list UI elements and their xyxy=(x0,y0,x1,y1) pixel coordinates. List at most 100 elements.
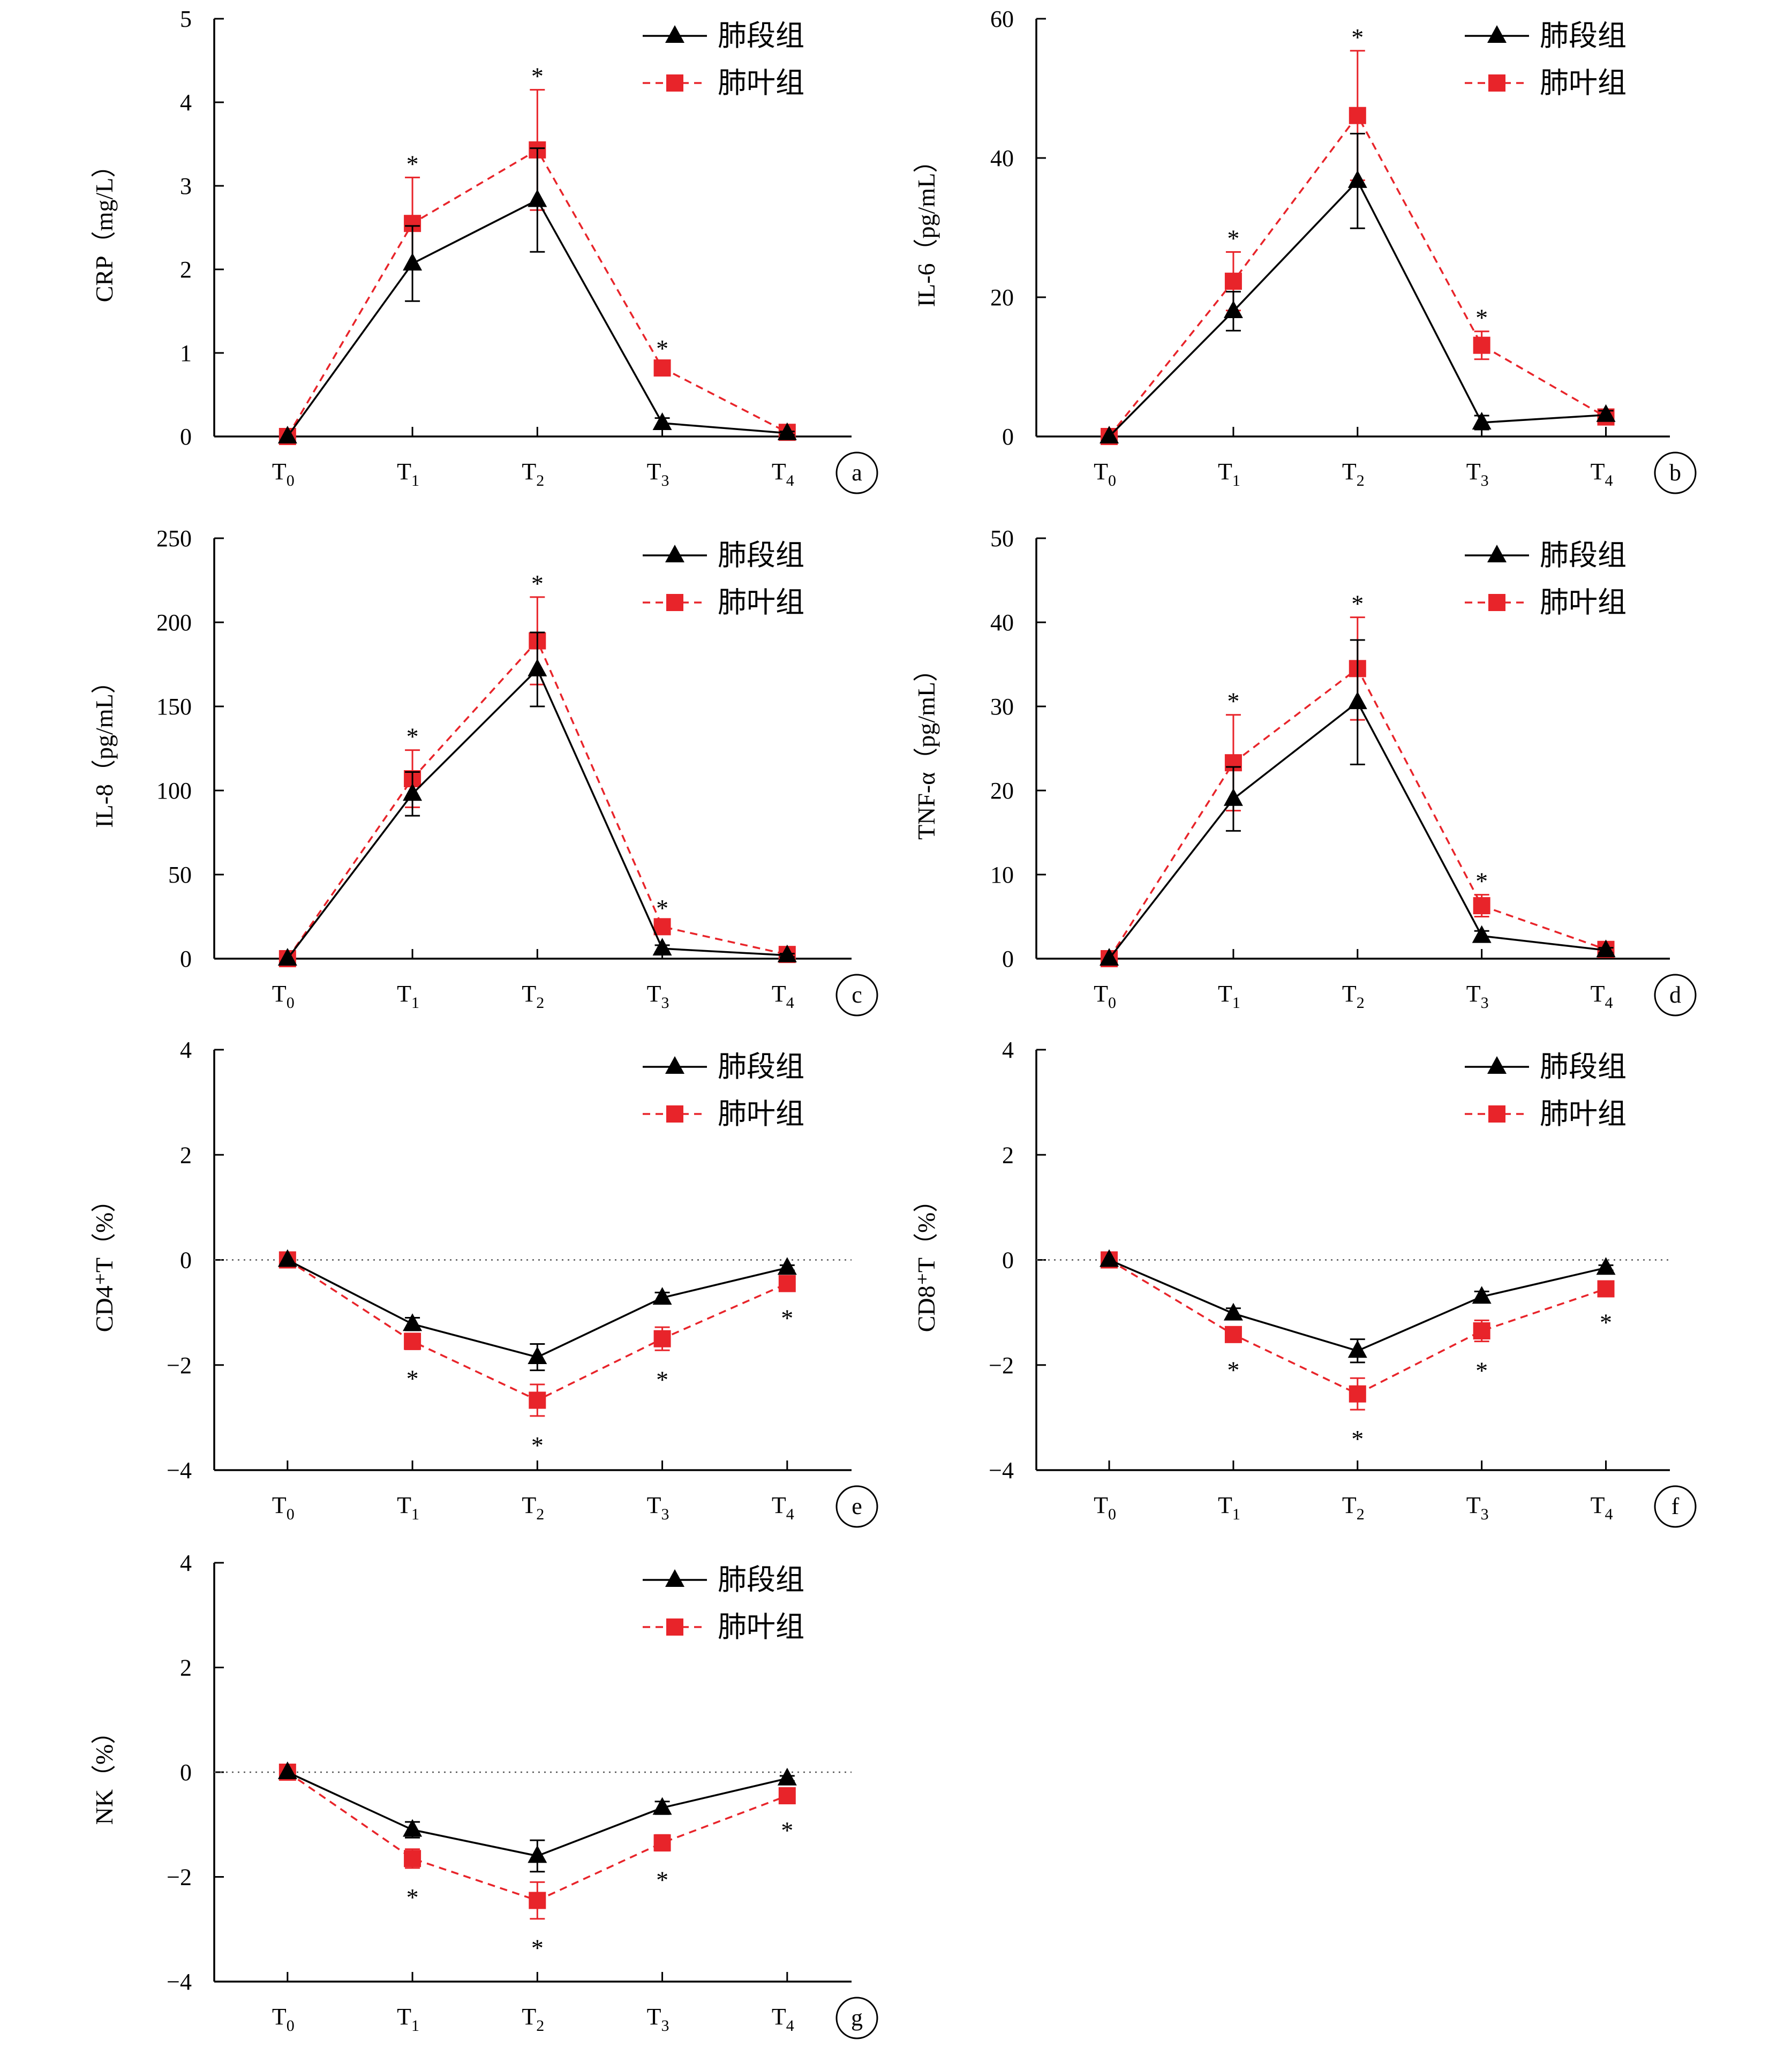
y-tick-label: −4 xyxy=(989,1457,1014,1484)
x-tick-label: T2 xyxy=(522,2004,544,2035)
legend-label-lobe: 肺叶组 xyxy=(718,1610,804,1644)
y-tick-label: 4 xyxy=(180,89,192,116)
point-segment xyxy=(1223,300,1243,318)
y-tick-label: −2 xyxy=(167,1352,192,1379)
y-tick-label: 2 xyxy=(180,257,192,283)
x-tick-label: T4 xyxy=(772,2004,794,2035)
panel-c: 0 50 100 150 200 250 T0 T1 T2 T3 T4 IL-8（pg/mL） c * * *… xyxy=(91,525,878,1017)
x-tick-label: T1 xyxy=(397,458,419,490)
x-tick-label: T1 xyxy=(1218,981,1240,1012)
point-segment xyxy=(1347,170,1367,188)
x-tick-label: T4 xyxy=(772,1492,794,1523)
point-segment xyxy=(1596,404,1616,422)
significance-star: * xyxy=(406,150,419,177)
y-tick-label: −2 xyxy=(167,1864,192,1891)
significance-star: * xyxy=(1600,1308,1612,1336)
y-tick-label: 0 xyxy=(180,424,192,450)
legend-marker-lobe xyxy=(666,1105,683,1123)
point-segment xyxy=(652,1797,672,1815)
x-tick-label: T0 xyxy=(272,2004,295,2035)
x-tick-label: T2 xyxy=(1342,981,1365,1012)
y-tick-label: 20 xyxy=(990,778,1014,804)
point-segment xyxy=(652,938,672,956)
panel-letter: d xyxy=(1669,982,1681,1008)
panel-letter-circle xyxy=(835,974,878,1017)
legend-label-segment: 肺段组 xyxy=(718,19,804,52)
legend-marker-lobe xyxy=(666,74,683,92)
point-segment xyxy=(1596,939,1616,958)
legend-label-segment: 肺段组 xyxy=(1540,538,1627,572)
legend-marker-lobe xyxy=(1488,1105,1505,1123)
x-tick-label: T1 xyxy=(1218,458,1240,490)
legend-label-lobe: 肺叶组 xyxy=(1540,1097,1627,1131)
significance-star: * xyxy=(531,570,544,597)
y-tick-label: 0 xyxy=(180,946,192,972)
y-tick-label: 150 xyxy=(156,694,192,720)
point-lobe xyxy=(653,1834,671,1851)
point-lobe xyxy=(1597,1280,1615,1298)
point-segment xyxy=(403,1819,423,1837)
point-lobe xyxy=(1224,273,1242,290)
significance-star: * xyxy=(1351,1425,1364,1452)
legend-label-lobe: 肺叶组 xyxy=(718,1097,804,1131)
y-tick-label: 0 xyxy=(1002,424,1014,450)
point-lobe xyxy=(653,359,671,377)
x-tick-label: T2 xyxy=(1342,458,1365,490)
x-tick-label: T4 xyxy=(772,458,794,490)
panel-d: 0 10 20 30 40 50 T0 T1 T2 T3 T4 TNF-α（pg/mL） d * * * 肺段组… xyxy=(913,525,1697,1017)
significance-star: * xyxy=(406,1884,419,1911)
x-tick-label: T1 xyxy=(397,981,419,1012)
x-tick-label: T3 xyxy=(1466,981,1489,1012)
point-segment xyxy=(1100,948,1119,966)
y-tick-label: 4 xyxy=(1002,1037,1014,1063)
y-tick-label: 40 xyxy=(990,145,1014,171)
point-segment xyxy=(1347,1340,1367,1358)
point-lobe xyxy=(1349,107,1366,124)
legend-marker-lobe xyxy=(1488,74,1505,92)
legend-label-segment: 肺段组 xyxy=(1540,1050,1627,1083)
point-lobe xyxy=(778,1275,796,1292)
x-tick-label: T3 xyxy=(647,1492,669,1523)
point-segment xyxy=(777,944,797,962)
y-tick-label: −2 xyxy=(989,1352,1014,1379)
point-lobe xyxy=(529,1391,546,1409)
x-tick-label: T4 xyxy=(772,981,794,1012)
significance-star: * xyxy=(656,894,668,922)
y-tick-label: 60 xyxy=(990,6,1014,32)
significance-star: * xyxy=(531,1432,544,1459)
y-tick-label: 2 xyxy=(1002,1142,1014,1168)
point-segment xyxy=(652,412,672,431)
y-tick-label: 4 xyxy=(180,1037,192,1063)
point-segment xyxy=(1472,1286,1492,1304)
point-segment xyxy=(277,1249,297,1267)
y-tick-label: 50 xyxy=(168,862,192,888)
x-tick-label: T1 xyxy=(1218,1492,1240,1523)
x-tick-label: T3 xyxy=(1466,1492,1489,1523)
y-tick-label: 100 xyxy=(156,778,192,804)
point-segment xyxy=(403,1313,423,1331)
x-tick-label: T3 xyxy=(647,2004,669,2035)
panel-letter-circle xyxy=(835,1485,878,1528)
x-tick-label: T4 xyxy=(1591,1492,1613,1523)
legend-marker-segment xyxy=(665,1056,684,1074)
x-tick-label: T0 xyxy=(1094,458,1116,490)
significance-star: * xyxy=(1351,590,1364,618)
significance-star: * xyxy=(406,723,419,750)
panel-letter-circle xyxy=(1654,974,1697,1017)
point-segment xyxy=(1472,412,1492,430)
point-lobe xyxy=(529,1892,546,1909)
y-tick-label: 30 xyxy=(990,694,1014,720)
panel-letter-circle xyxy=(1654,1485,1697,1528)
series-line-lobe xyxy=(1109,1259,1607,1395)
significance-star: * xyxy=(1227,225,1239,252)
x-tick-label: T1 xyxy=(397,1492,419,1523)
legend-label-segment: 肺段组 xyxy=(718,1563,804,1597)
point-segment xyxy=(1596,1257,1616,1275)
significance-star: * xyxy=(656,335,668,362)
point-segment xyxy=(277,1761,297,1779)
